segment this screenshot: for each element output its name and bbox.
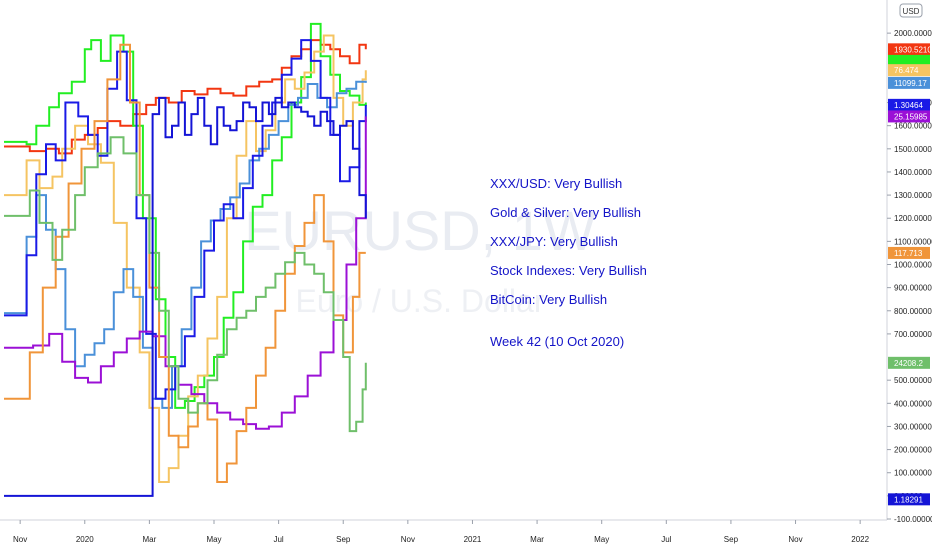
y-tick-label-0: 2000.00000 [894,29,932,38]
price-tag-label-2: 76.474 [894,66,919,75]
analysis-notes: XXX/USD: Very Bullish Gold & Silver: Ver… [490,176,647,349]
x-tick-label-5: Sep [336,535,351,544]
x-tick-label-12: Nov [788,535,802,544]
x-tick-label-1: 2020 [76,535,94,544]
y-tick-label-6: 1200.00000 [894,214,932,223]
watermark-symbol: EURUSD, 1W [244,199,596,262]
note-bitcoin: BitCoin: Very Bullish [490,292,608,307]
currency-button[interactable]: USD [899,3,923,18]
price-tag-7 [888,356,930,369]
note-stock-indexes: Stock Indexes: Very Bullish [490,263,647,278]
x-tick-label-9: May [594,535,609,544]
y-tick-label-2: 1600.00000 [894,122,932,131]
price-tags: 1930.5210076.47411099.171.3046425.159851… [888,43,932,506]
price-tag-label-0: 1930.52100 [894,45,932,54]
x-tick-label-2: Mar [142,535,156,544]
y-tick-label-12: 500.00000 [894,376,932,385]
watermark: EURUSD, 1W Euro / U.S. Dollar [244,199,596,319]
price-tag-8 [888,493,930,506]
x-tick-label-8: Mar [530,535,544,544]
y-tick-label-3: 1500.00000 [894,145,932,154]
x-tick-label-6: Nov [401,535,415,544]
series-line-7 [4,43,366,483]
price-tag-4 [888,98,930,111]
x-tick-label-13: 2022 [851,535,869,544]
x-tick-label-4: Jul [273,535,283,544]
price-tag-6 [888,246,930,259]
price-tag-label-3: 11099.17 [894,79,927,88]
series-layer [4,22,367,497]
note-week: Week 42 (10 Oct 2020) [490,334,625,349]
y-tick-label-13: 400.00000 [894,399,932,408]
y-tick-label-15: 200.00000 [894,446,932,455]
price-tag-1 [888,54,930,67]
series-line-8 [4,136,367,433]
price-tag-0 [888,43,930,56]
series-line-6 [4,116,367,430]
y-tick-label-16: 100.00000 [894,469,932,478]
y-tick-label-8: 1000.00000 [894,261,932,270]
price-tag-label-7: 24208.2 [894,359,923,368]
time-axis[interactable]: Nov 2020 Mar May Jul Sep Nov 2021 Mar May Jul Sep No… [13,520,870,544]
price-tag-label-4: 1.30464 [894,101,923,110]
watermark-description: Euro / U.S. Dollar [296,283,545,319]
x-tick-label-7: 2021 [464,535,482,544]
x-tick-label-0: Nov [13,535,27,544]
price-tag-5 [888,110,930,123]
y-tick-label-4: 1400.00000 [894,168,932,177]
x-tick-label-10: Jul [661,535,671,544]
price-tag-label-8: 1.18291 [894,495,923,504]
y-tick-label-9: 900.00000 [894,284,932,293]
series-line-2 [4,22,367,409]
series-line-5 [4,39,367,400]
note-gold-silver: Gold & Silver: Very Bullish [490,205,642,220]
series-line-9 [4,96,367,497]
y-tick-label-18: -100.00000 [894,515,932,524]
price-tag-3 [888,76,930,89]
y-tick-label-10: 800.00000 [894,307,932,316]
x-tick-label-11: Sep [724,535,739,544]
y-tick-label-5: 1300.00000 [894,191,932,200]
currency-button-label: USD [903,7,920,16]
y-tick-label-14: 300.00000 [894,422,932,431]
y-tick-label-11: 700.00000 [894,330,932,339]
price-tag-label-5: 25.15985 [894,112,928,121]
note-xxx-usd: XXX/USD: Very Bullish [490,176,623,191]
y-tick-label-7: 1100.00000 [894,237,932,246]
price-tag-label-6: 117.713 [894,249,923,258]
x-tick-label-3: May [206,535,221,544]
note-xxx-jpy: XXX/JPY: Very Bullish [490,234,618,249]
price-tag-2 [888,64,930,77]
